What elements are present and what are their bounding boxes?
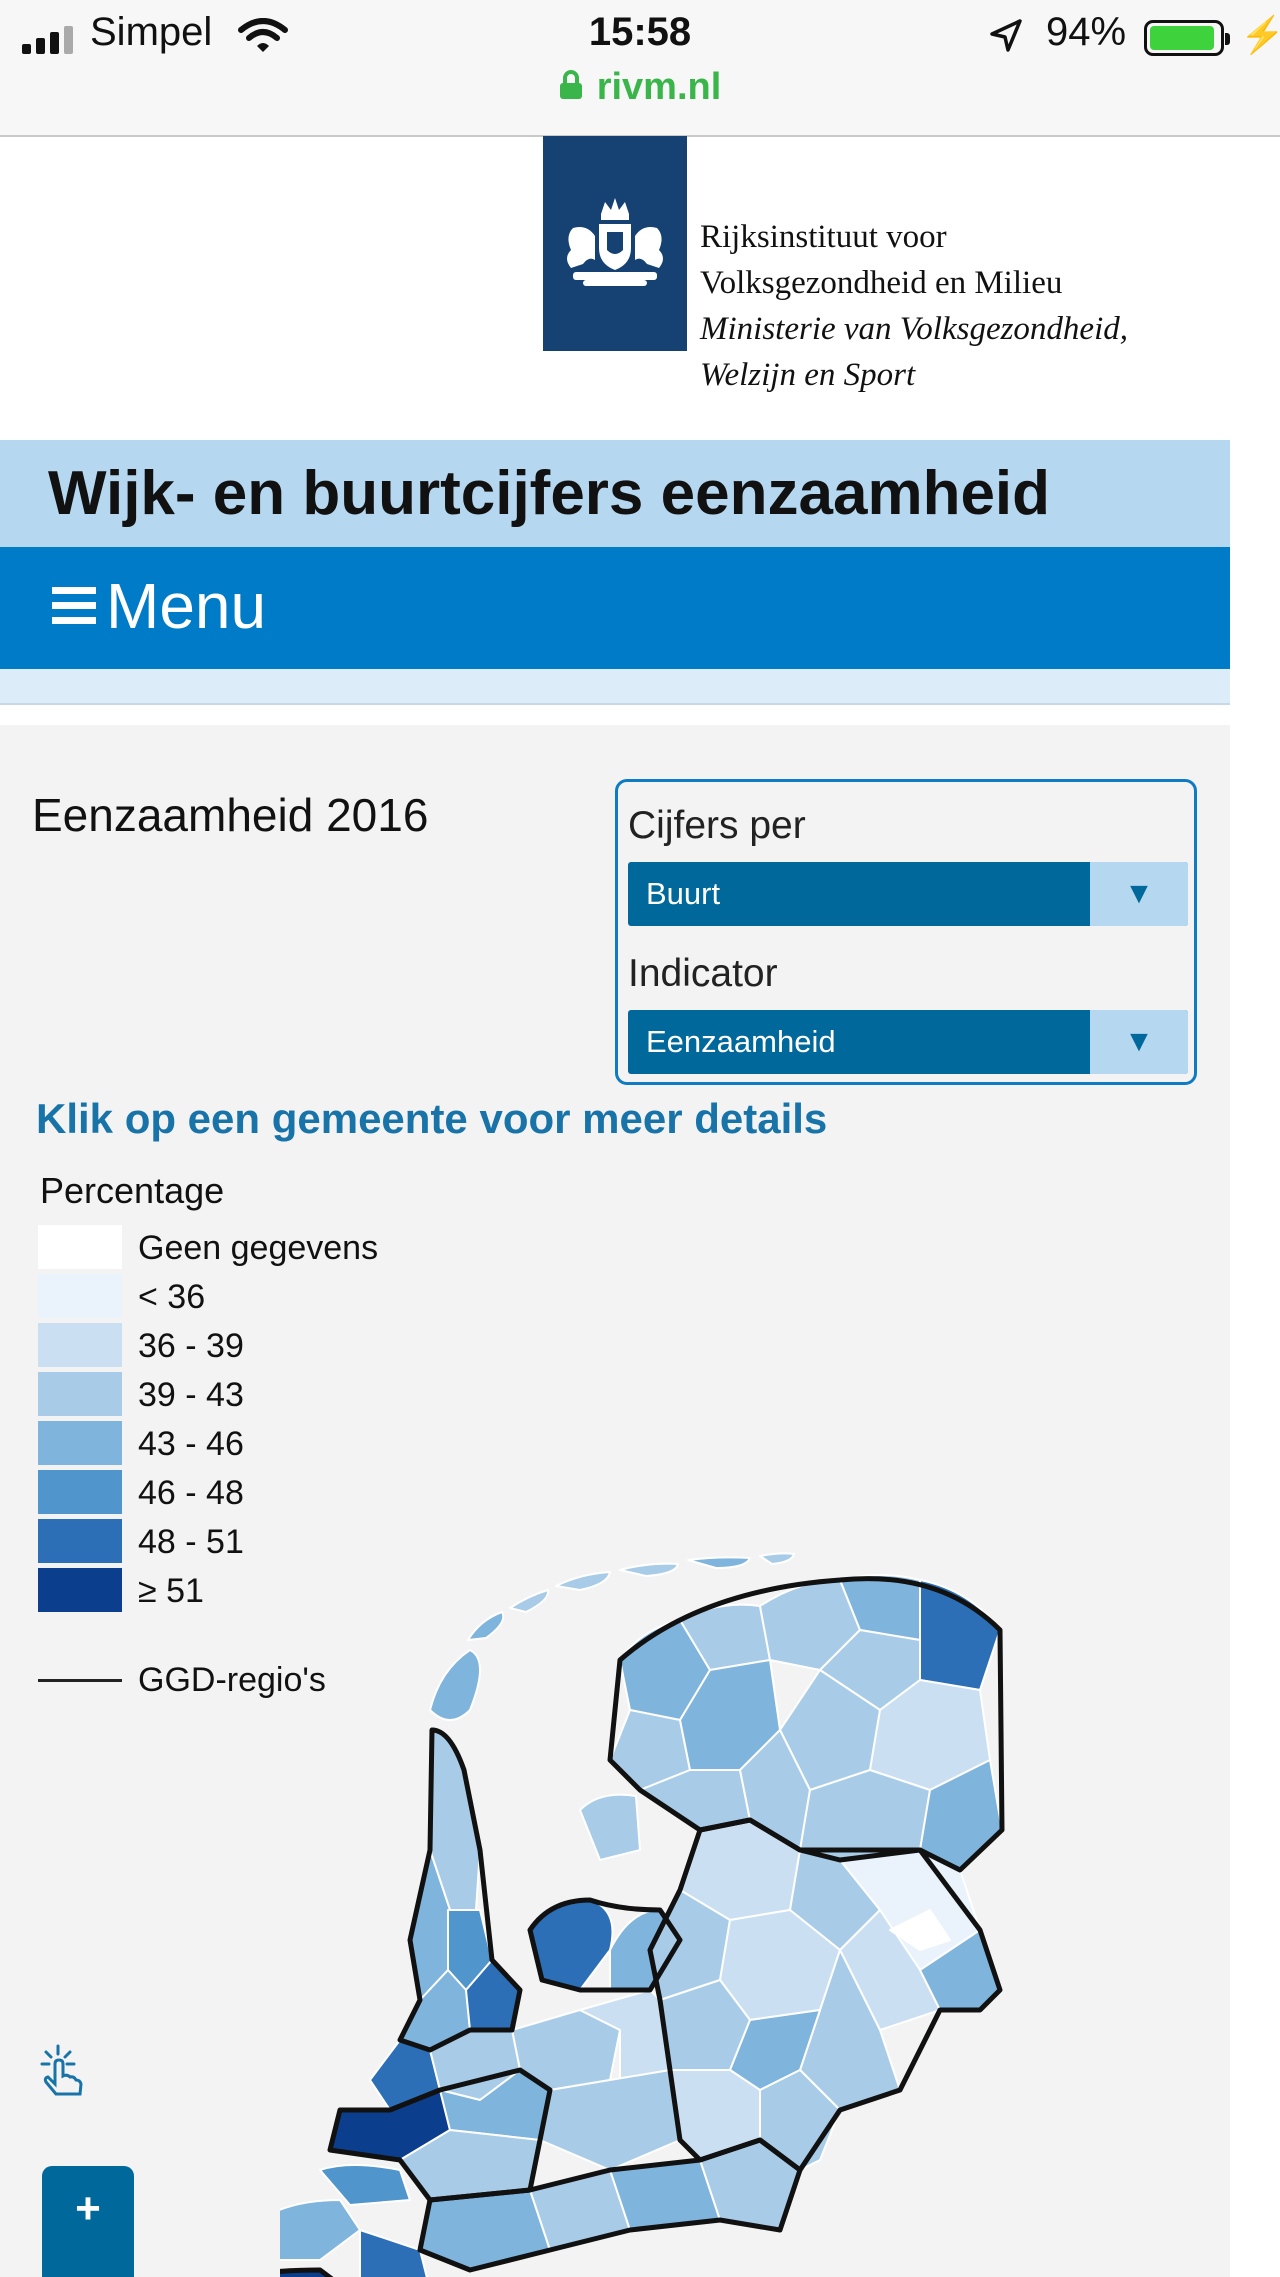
menu-button[interactable]: Menu (0, 547, 1230, 669)
chevron-down-icon: ▼ (1090, 862, 1188, 926)
cijfers-per-select[interactable]: Buurt ▼ (628, 862, 1188, 926)
map-region (619, 1562, 679, 1577)
org-name-line-2: Volksgezondheid en Milieu (700, 265, 1063, 301)
org-name-line-1: Rijksinstituut voor (700, 219, 947, 255)
menu-label: Menu (106, 570, 267, 642)
map-region (359, 2229, 428, 2277)
page-title: Wijk- en buurtcijfers eenzaamheid (48, 459, 1051, 528)
legend-label: 43 - 46 (138, 1425, 244, 1463)
organisation-name: Rijksinstituut voor Volksgezondheid en M… (700, 214, 1128, 398)
ggd-region-boundary (417, 2137, 803, 2273)
legend-swatch (38, 1372, 122, 1416)
ministry-line-2: Welzijn en Sport (700, 357, 916, 393)
status-bar: Simpel 15:58 94% ⚡ rivm.nl (0, 0, 1280, 137)
chevron-down-icon: ▼ (1090, 1010, 1188, 1074)
legend-item: Geen gegevens (38, 1225, 438, 1269)
legend-swatch (38, 1519, 122, 1563)
legend-item: 36 - 39 (38, 1323, 438, 1367)
map-region (280, 2199, 361, 2261)
choropleth-map[interactable] (280, 1210, 1190, 2277)
map-region (319, 2164, 411, 2206)
legend-swatch (38, 1225, 122, 1269)
map-region (889, 1909, 951, 1951)
zoom-in-button[interactable]: + (42, 2166, 134, 2277)
plus-icon: + (75, 2184, 101, 2233)
legend-label: Geen gegevens (138, 1229, 379, 1267)
legend-label: ≥ 51 (138, 1572, 204, 1610)
legend-item: ≥ 51 (38, 1568, 438, 1612)
charging-bolt-icon: ⚡ (1240, 14, 1280, 55)
map-hint: Klik op een gemeente voor meer details (36, 1095, 828, 1142)
dataset-heading: Eenzaamheid 2016 (32, 789, 429, 841)
legend-swatch (38, 1470, 122, 1514)
map-region (509, 1589, 550, 1613)
map-region (429, 1649, 481, 1721)
clock: 15:58 (588, 10, 692, 54)
map-region (759, 1552, 795, 1565)
ggd-region-boundary (607, 1576, 1005, 1873)
hamburger-icon (52, 587, 96, 632)
legend-title: Percentage (40, 1170, 225, 1211)
carrier-name: Simpel (90, 10, 213, 54)
filter-panel: Cijfers per Buurt ▼ Indicator Eenzaamhei… (615, 779, 1197, 1085)
cijfers-per-label: Cijfers per (628, 804, 806, 847)
legend-swatch (38, 1274, 122, 1318)
rijksoverheid-logo[interactable] (543, 136, 687, 351)
map-region (579, 1793, 641, 1861)
legend-label: 36 - 39 (138, 1327, 244, 1365)
legend-swatch (38, 1323, 122, 1367)
battery-icon (1144, 20, 1230, 56)
map-region (687, 1556, 751, 1569)
indicator-value: Eenzaamheid (646, 1024, 836, 1059)
location-arrow-icon (988, 18, 1024, 64)
coat-of-arms-icon (567, 198, 663, 286)
title-band: Wijk- en buurtcijfers eenzaamheid (0, 440, 1230, 547)
battery-percentage: 94% (1046, 10, 1127, 54)
ggd-region-boundary (327, 2067, 553, 2203)
legend-label: 46 - 48 (138, 1474, 244, 1512)
legend-label: < 36 (138, 1278, 206, 1316)
legend-label: 39 - 43 (138, 1376, 244, 1414)
indicator-select[interactable]: Eenzaamheid ▼ (628, 1010, 1188, 1074)
legend-swatch (38, 1568, 122, 1612)
legend-item: 46 - 48 (38, 1470, 438, 1514)
legend-swatch (38, 1421, 122, 1465)
ggd-region-boundary (647, 1817, 1003, 2173)
legend-item: 39 - 43 (38, 1372, 438, 1416)
domain-text: rivm.nl (596, 66, 722, 108)
map-region (555, 1571, 611, 1591)
indicator-label: Indicator (628, 952, 778, 995)
cijfers-per-value: Buurt (646, 876, 721, 911)
lock-icon (559, 67, 583, 110)
ggd-boundary-legend: GGD-regio's (38, 1658, 438, 1702)
ggd-region-boundary (397, 1727, 523, 2053)
legend-item: < 36 (38, 1274, 438, 1318)
tap-gesture-icon[interactable] (38, 2042, 88, 2107)
ministry-line-1: Ministerie van Volksgezondheid, (700, 311, 1129, 347)
ggd-boundary-label: GGD-regio's (138, 1661, 326, 1699)
subnav-band (0, 669, 1230, 705)
legend-item: 43 - 46 (38, 1421, 438, 1465)
cellular-signal-icon (22, 26, 73, 54)
map-region (919, 1579, 1001, 1691)
ggd-region-boundary (527, 1897, 683, 1993)
map-region (467, 1611, 505, 1641)
legend-label: 48 - 51 (138, 1523, 244, 1561)
address-bar[interactable]: rivm.nl (0, 66, 1280, 110)
boundary-line-swatch (38, 1679, 122, 1682)
wifi-icon (238, 18, 288, 64)
legend-item: 48 - 51 (38, 1519, 438, 1563)
